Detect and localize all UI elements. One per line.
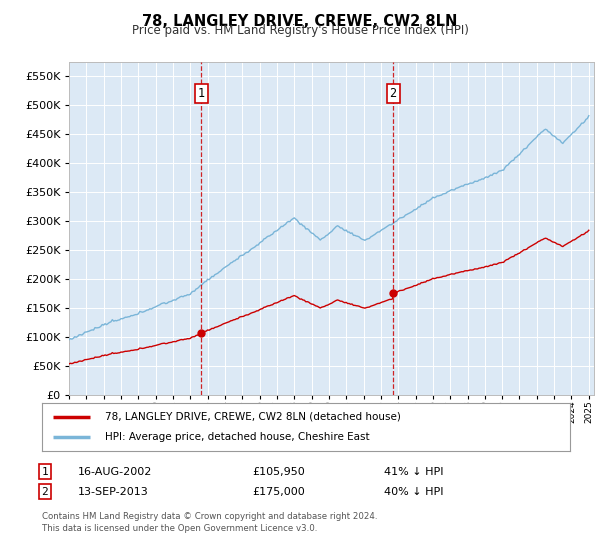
Text: 41% ↓ HPI: 41% ↓ HPI (384, 466, 443, 477)
Text: 2: 2 (41, 487, 49, 497)
Text: 1: 1 (41, 466, 49, 477)
Text: 13-SEP-2013: 13-SEP-2013 (78, 487, 149, 497)
Text: 78, LANGLEY DRIVE, CREWE, CW2 8LN: 78, LANGLEY DRIVE, CREWE, CW2 8LN (142, 14, 458, 29)
Text: 78, LANGLEY DRIVE, CREWE, CW2 8LN (detached house): 78, LANGLEY DRIVE, CREWE, CW2 8LN (detac… (106, 412, 401, 422)
Text: HPI: Average price, detached house, Cheshire East: HPI: Average price, detached house, Ches… (106, 432, 370, 442)
Text: 16-AUG-2002: 16-AUG-2002 (78, 466, 152, 477)
Text: Contains HM Land Registry data © Crown copyright and database right 2024.
This d: Contains HM Land Registry data © Crown c… (42, 512, 377, 533)
Text: Price paid vs. HM Land Registry's House Price Index (HPI): Price paid vs. HM Land Registry's House … (131, 24, 469, 36)
Text: 40% ↓ HPI: 40% ↓ HPI (384, 487, 443, 497)
Text: £175,000: £175,000 (252, 487, 305, 497)
Text: 1: 1 (197, 87, 205, 100)
Text: 2: 2 (389, 87, 397, 100)
Text: £105,950: £105,950 (252, 466, 305, 477)
